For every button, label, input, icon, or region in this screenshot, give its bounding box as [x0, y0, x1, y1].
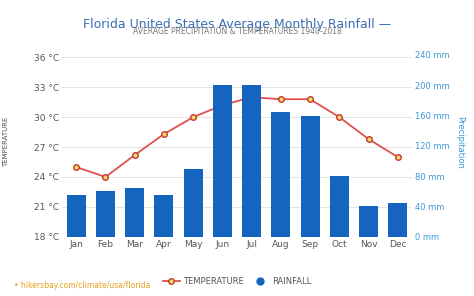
Bar — [155, 195, 173, 237]
Y-axis label: Precipitation: Precipitation — [455, 116, 464, 168]
Bar — [359, 207, 378, 237]
Bar — [183, 169, 203, 237]
Text: • hikersbay.com/climate/usa/florida: • hikersbay.com/climate/usa/florida — [14, 281, 151, 290]
Title: Florida United States Average Monthly Rainfall —: Florida United States Average Monthly Ra… — [83, 18, 391, 31]
Y-axis label: TEMPERATURE: TEMPERATURE — [3, 117, 9, 167]
Bar — [271, 112, 291, 237]
Legend: TEMPERATURE, RAINFALL: TEMPERATURE, RAINFALL — [159, 273, 315, 289]
Bar — [301, 115, 319, 237]
Text: AVERAGE PRECIPITATION & TEMPERATURES 1940-2018: AVERAGE PRECIPITATION & TEMPERATURES 194… — [133, 27, 341, 36]
Bar — [125, 188, 144, 237]
Bar — [388, 203, 407, 237]
Bar — [242, 85, 261, 237]
Bar — [330, 176, 349, 237]
Bar — [96, 191, 115, 237]
Bar — [213, 85, 232, 237]
Bar — [67, 195, 86, 237]
